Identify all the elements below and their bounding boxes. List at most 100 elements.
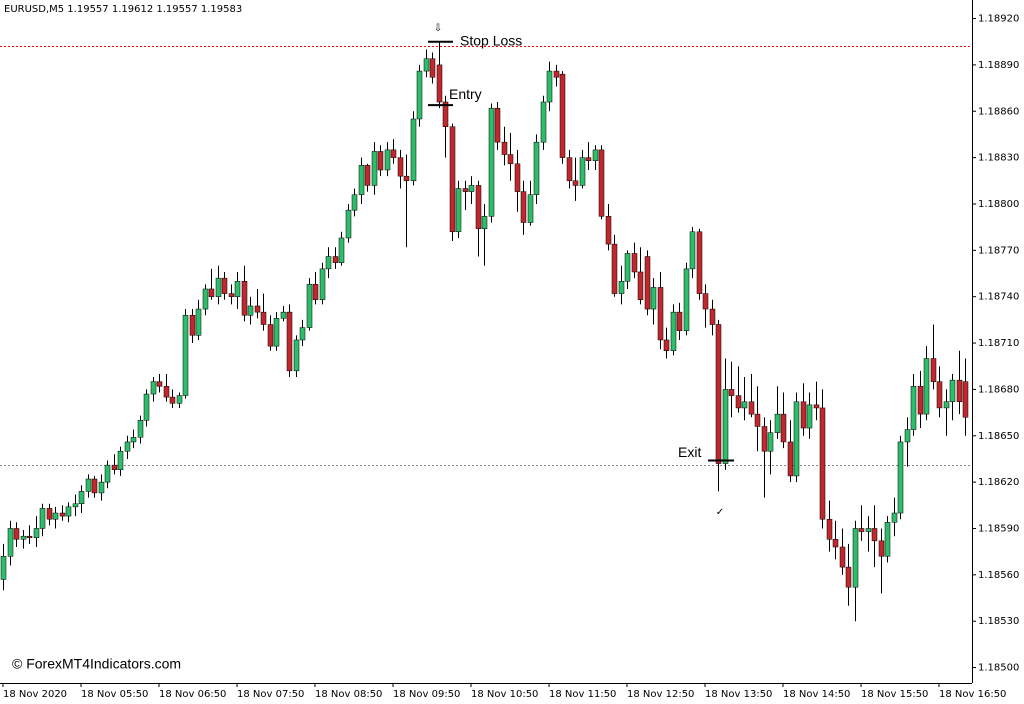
candle-body [748, 401, 755, 415]
candle-body [787, 441, 794, 477]
candle-body [585, 157, 592, 161]
candle-body [260, 311, 267, 325]
candle-body [338, 237, 345, 263]
candle-body [579, 157, 586, 186]
candle-body [800, 401, 807, 429]
candle-body [715, 324, 722, 464]
candle-body [293, 339, 300, 372]
y-tick-label: 1.18560 [978, 570, 1019, 581]
candle-body [429, 58, 436, 78]
candle-body [930, 358, 937, 382]
candle-body [182, 314, 189, 396]
x-tick-label: 18 Nov 07:50 [237, 689, 304, 700]
candle-body [611, 243, 618, 294]
candle-body [377, 151, 384, 171]
candle-body [956, 379, 963, 403]
candle-body [137, 420, 144, 438]
x-tick-label: 18 Nov 15:50 [861, 689, 928, 700]
candle-body [46, 508, 53, 520]
candle-body [839, 546, 846, 568]
candle-body [358, 165, 365, 195]
candle-body [7, 528, 14, 557]
y-tick-label: 1.18860 [978, 106, 1019, 117]
candle-body [124, 441, 131, 452]
candle-body [488, 107, 495, 217]
y-tick-label: 1.18680 [978, 384, 1019, 395]
candle-body [949, 379, 956, 403]
candle-body [0, 556, 7, 580]
candle-body [754, 413, 761, 427]
candle-body [397, 157, 404, 177]
candle-body [683, 268, 690, 331]
candle-body [189, 314, 196, 336]
candle-body [228, 293, 235, 297]
candle-body [52, 512, 59, 520]
candle-body [332, 256, 339, 263]
candle-body [410, 118, 417, 182]
candle-body [852, 528, 859, 588]
candle-body [650, 287, 657, 310]
x-tick-label: 18 Nov 05:50 [81, 689, 148, 700]
candle-body [111, 464, 118, 471]
candle-body [910, 386, 917, 430]
candle-body [306, 284, 313, 328]
candle-body [462, 188, 469, 192]
x-tick-label: 18 Nov 11:50 [549, 689, 616, 700]
candle-body [247, 305, 254, 316]
candle-body [813, 404, 820, 409]
candle-body [605, 216, 612, 245]
candle-body [436, 64, 443, 103]
candle-body [546, 70, 553, 103]
y-tick-label: 1.18890 [978, 60, 1019, 71]
x-tick-label: 18 Nov 14:50 [783, 689, 850, 700]
candle-body [819, 407, 826, 520]
annotation-label: Stop Loss [460, 32, 522, 48]
y-tick-label: 1.18740 [978, 292, 1019, 303]
candle-body [845, 566, 852, 588]
candle-body [657, 287, 664, 341]
candle-body [904, 429, 911, 443]
candle-body [598, 149, 605, 217]
candle-body [501, 141, 508, 155]
candle-body [637, 271, 644, 301]
candle-body [793, 401, 800, 477]
candle-body [130, 437, 137, 443]
candle-body [423, 58, 430, 72]
candle-body [676, 311, 683, 331]
x-tick-label: 18 Nov 06:50 [159, 689, 226, 700]
candle-body [631, 253, 638, 273]
candle-body [78, 491, 85, 505]
x-tick-label: 18 Nov 2020 [3, 689, 67, 700]
candle-body [884, 522, 891, 557]
candle-body [176, 395, 183, 404]
candle-body [514, 163, 521, 192]
candle-body [696, 231, 703, 294]
candle-body [520, 191, 527, 223]
x-tick-label: 18 Nov 13:50 [705, 689, 772, 700]
chart-title: EURUSD,M5 1.19557 1.19612 1.19557 1.1958… [4, 4, 242, 15]
candle-body [442, 101, 449, 127]
x-tick-label: 18 Nov 16:50 [939, 689, 1006, 700]
candle-body [371, 151, 378, 186]
candle-body [117, 450, 124, 471]
candle-body [923, 358, 930, 415]
candle-body [553, 70, 560, 78]
candle-body [364, 165, 371, 186]
candle-body [475, 185, 482, 229]
x-tick-label: 18 Nov 08:50 [315, 689, 382, 700]
candle-body [533, 141, 540, 195]
candle-body [13, 528, 20, 540]
candle-body [897, 441, 904, 514]
candle-body [780, 413, 787, 443]
candle-body [299, 327, 306, 341]
candle-body [254, 305, 261, 313]
candle-body [98, 481, 105, 494]
candle-body [878, 540, 885, 557]
candle-body [891, 512, 898, 523]
signal-symbol: ⇩ [434, 23, 442, 34]
candle-body [572, 180, 579, 186]
candle-body [540, 101, 547, 143]
candle-body [735, 395, 742, 409]
